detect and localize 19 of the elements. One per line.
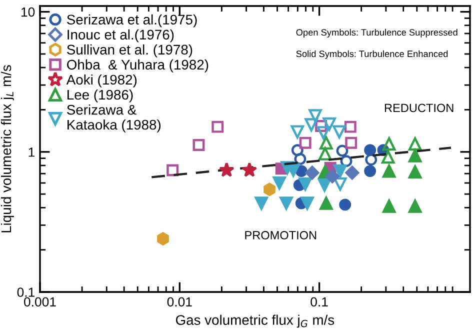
- annotation: REDUCTION: [384, 104, 454, 112]
- legend-label: Aoki (1982): [66, 74, 137, 88]
- annotation: Open Symbols: Turbulence Suppressed: [296, 28, 458, 38]
- legend-label: Serizawa & Kataoka (1988): [67, 104, 160, 132]
- x-tick-label: 0.1: [310, 297, 328, 307]
- y-tick-label: 10: [21, 7, 35, 17]
- legend-label: Lee (1986): [68, 89, 133, 102]
- legend-label: Sullivan et al. (1978): [67, 44, 192, 58]
- legend-label: Inouc et al.(1976): [68, 29, 174, 42]
- x-axis-title: Gas volumetric flux j$_{G}$ m/s: [176, 314, 334, 328]
- y-tick-label: 0.1: [17, 288, 34, 297]
- x-tick-label: 0.001: [24, 297, 56, 307]
- annotation: Solid Symbols: Turbulence Enhanced: [296, 50, 448, 59]
- legend-label: Serizawa et al.(1975): [67, 14, 197, 28]
- annotation: PROMOTION: [245, 231, 316, 240]
- y-tick-label: 1: [28, 148, 34, 157]
- y-axis-title: Liquid volumetric flux j$_{L}$ m/s: [0, 65, 14, 232]
- x-tick-label: 0.01: [167, 297, 192, 307]
- legend-label: Ohba & Yuhara (1982): [67, 59, 208, 72]
